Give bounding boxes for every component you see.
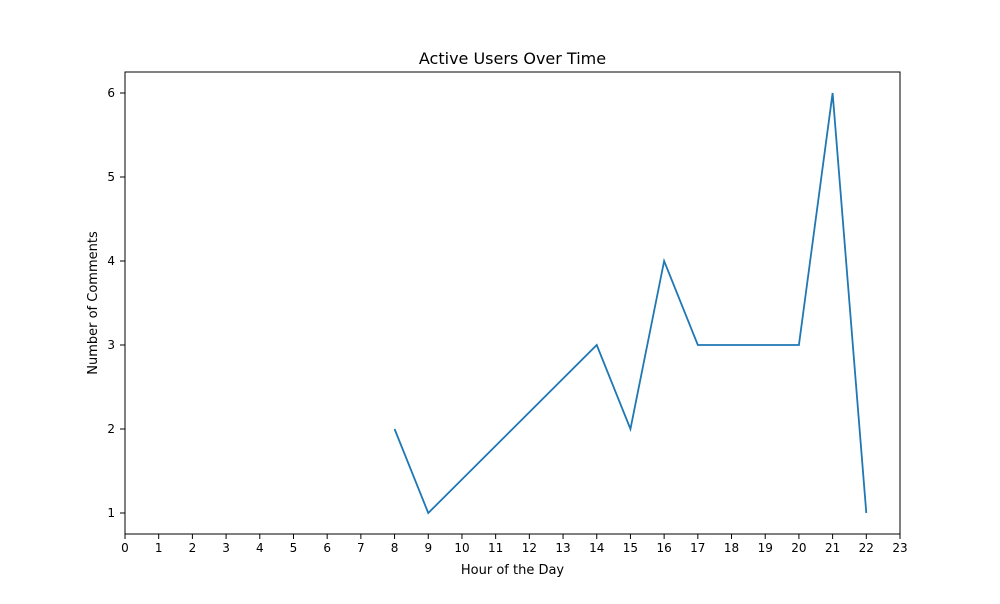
x-tick-label: 13 <box>555 541 570 555</box>
series-line <box>395 93 867 513</box>
y-tick-label: 1 <box>107 506 115 520</box>
y-tick-label: 3 <box>107 338 115 352</box>
x-tick-label: 23 <box>892 541 907 555</box>
y-tick-label: 6 <box>107 86 115 100</box>
x-axis-ticks: 0 1 2 3 4 5 6 7 8 9 10 11 12 13 14 15 16 17 18 19 20 21 22 23 <box>121 534 907 555</box>
x-tick-label: 15 <box>623 541 638 555</box>
x-tick-label: 22 <box>859 541 874 555</box>
x-tick-label: 12 <box>522 541 537 555</box>
x-tick-label: 8 <box>391 541 399 555</box>
chart-title: Active Users Over Time <box>419 49 606 68</box>
x-tick-label: 3 <box>222 541 230 555</box>
x-axis-label: Hour of the Day <box>461 563 565 578</box>
plot-area-frame <box>125 72 900 534</box>
y-tick-label: 5 <box>107 170 115 184</box>
x-tick-label: 18 <box>724 541 739 555</box>
x-tick-label: 14 <box>589 541 604 555</box>
x-tick-label: 4 <box>256 541 264 555</box>
x-tick-label: 1 <box>155 541 163 555</box>
x-tick-label: 11 <box>488 541 503 555</box>
y-axis-ticks: 1 2 3 4 5 6 <box>107 86 125 520</box>
x-tick-label: 10 <box>454 541 469 555</box>
x-tick-label: 20 <box>791 541 806 555</box>
x-tick-label: 2 <box>189 541 197 555</box>
series-layer <box>395 93 867 513</box>
x-tick-label: 7 <box>357 541 365 555</box>
x-tick-label: 21 <box>825 541 840 555</box>
y-axis-label: Number of Comments <box>86 231 101 375</box>
y-tick-label: 2 <box>107 422 115 436</box>
x-tick-label: 5 <box>290 541 298 555</box>
x-tick-label: 19 <box>758 541 773 555</box>
x-tick-label: 17 <box>690 541 705 555</box>
x-tick-label: 16 <box>656 541 671 555</box>
x-tick-label: 6 <box>323 541 331 555</box>
x-tick-label: 0 <box>121 541 129 555</box>
x-tick-label: 9 <box>424 541 432 555</box>
y-tick-label: 4 <box>107 254 115 268</box>
